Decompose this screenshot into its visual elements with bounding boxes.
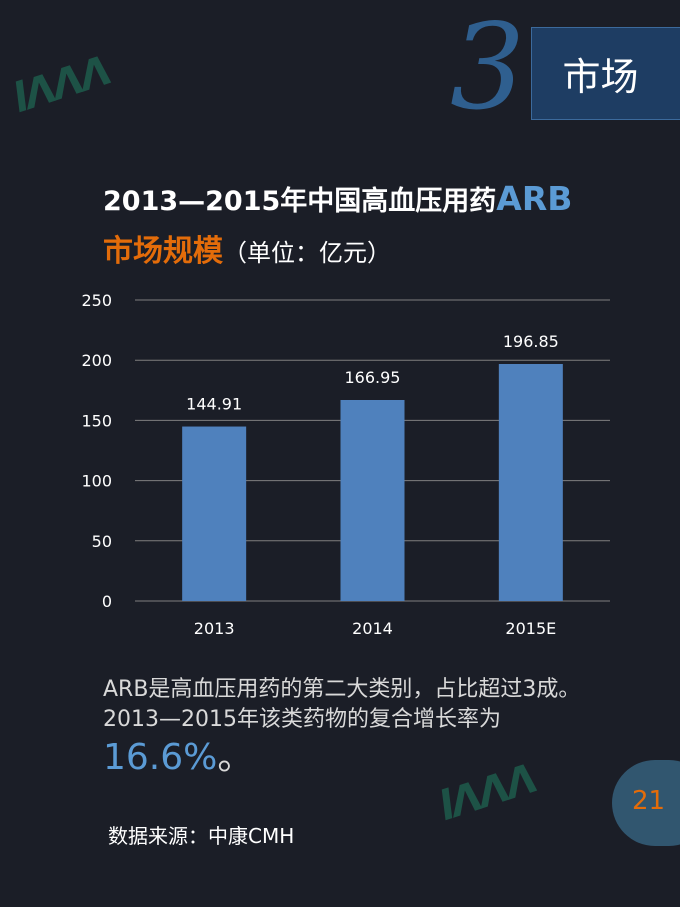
chart-title-main: 2013—2015年中国高血压用药 [103,186,497,217]
chart-title-line2: 市场规模（单位：亿元） [103,226,391,270]
growth-rate-highlight: 16.6%。 [103,736,253,780]
y-tick-label: 100 [81,472,112,491]
watermark-logo-bottom: lΛΛΛ [433,755,542,831]
chart-bars [182,363,563,601]
chart-labels: 0 50 100 150 200 250 144.91 2013 166.95 2014 196.8… [81,291,558,638]
bar [182,426,247,601]
x-tick-label: 2015E [505,619,556,638]
data-label: 166.95 [345,368,401,387]
bar [498,363,563,601]
section-header-box: 市场 [531,27,680,120]
chart-title-accent: ARB [496,179,573,218]
bar-chart: 0 50 100 150 200 250 144.91 2013 166.95 2014 196.8… [81,291,610,638]
growth-rate-suffix: 。 [217,737,254,778]
section-number: 3 [450,0,526,136]
data-source: 数据来源：中康CMH [108,824,295,848]
y-tick-label: 0 [102,592,112,611]
x-tick-label: 2013 [194,619,235,638]
data-label: 196.85 [503,332,559,351]
chart-title-unit: （单位：亿元） [223,239,391,267]
summary-text: ARB是高血压用药的第二大类别，占比超过3成。2013—2015年该类药物的复合… [103,677,581,732]
x-tick-label: 2014 [352,619,393,638]
chart-title-market-size: 市场规模 [103,234,223,269]
page-number-badge [612,760,680,846]
y-tick-label: 150 [81,411,112,430]
bar [340,399,405,601]
y-tick-label: 50 [92,532,112,551]
data-label: 144.91 [186,395,242,414]
y-tick-label: 250 [81,291,112,310]
y-tick-label: 200 [81,351,112,370]
page-number: 21 [632,786,666,816]
growth-rate-value: 16.6% [103,737,218,778]
chart-title-line1: 2013—2015年中国高血压用药ARB [103,179,572,218]
section-label: 市场 [562,55,639,99]
